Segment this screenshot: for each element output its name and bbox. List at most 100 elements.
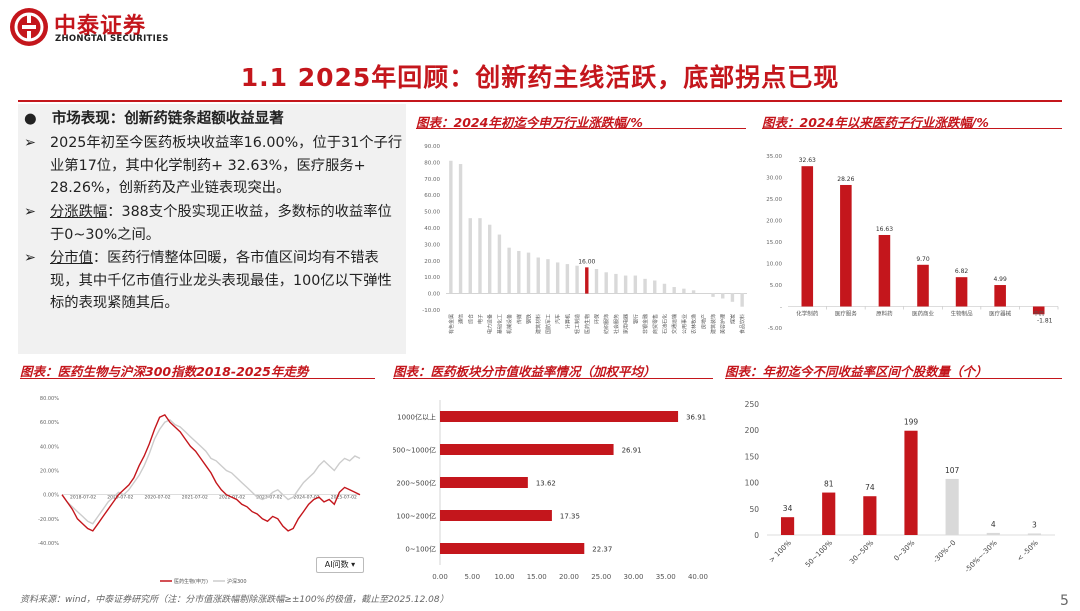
page-number: 5 <box>1060 593 1069 609</box>
pharma-subindustry-chart: 35.00 30.00 25.00 20.00 15.00 10.00 5.00 - -5.00… <box>766 154 1059 332</box>
bar <box>840 184 852 307</box>
category-label: 银行 <box>632 314 639 324</box>
x-tick-label: 2020-07-02 <box>145 495 171 501</box>
y-tick-label: 20.00 <box>424 259 440 265</box>
category-label: 基础化工 <box>496 314 503 334</box>
data-label: 22.37 <box>592 546 612 554</box>
data-label: 3 <box>1032 520 1037 529</box>
data-label: 4 <box>991 520 996 529</box>
data-label: 13.62 <box>536 480 556 488</box>
x-tick-label: 20.00 <box>559 573 579 581</box>
bar <box>440 510 552 521</box>
category-label: 电力设备 <box>487 314 494 334</box>
category-label: 有色金属 <box>448 314 455 334</box>
y-tick-label: 40.00 <box>424 226 440 232</box>
bar <box>730 293 735 302</box>
bar <box>468 218 472 294</box>
category-label: 0~100亿 <box>405 545 436 554</box>
index-trend-chart: 80.00% 60.00% 40.00% 20.00% 0.00% -20.00% -40.… <box>38 396 361 585</box>
legend-label: 医药生物(申万) <box>174 578 208 585</box>
data-label: 36.91 <box>686 414 706 422</box>
arrow-bullet-icon: ➢ <box>24 250 36 266</box>
summary-heading: ● 市场表现：创新药链条超额收益显著 <box>24 107 284 128</box>
series-line <box>61 418 361 525</box>
data-label: 32.63 <box>799 157 816 164</box>
data-label: 28.26 <box>837 176 854 183</box>
category-label: 煤炭 <box>729 314 736 324</box>
category-label: 中药 <box>1033 310 1045 318</box>
x-tick-label: 2024-07-02 <box>294 495 320 501</box>
y-tick-label: 0.00 <box>428 292 441 298</box>
category-label: 食品饮料 <box>739 314 746 334</box>
bar <box>801 166 814 307</box>
bar <box>740 293 744 307</box>
bar <box>1027 533 1042 535</box>
y-tick-label: 70.00 <box>424 177 440 183</box>
category-label: 50~100% <box>804 539 834 569</box>
chart1-caption: 图表：2024年初迄今申万行业涨跌幅/% <box>416 115 643 130</box>
category-label: 公用事业 <box>681 314 688 334</box>
category-label: 30~50% <box>848 539 875 566</box>
y-tick-label: 90.00 <box>424 144 440 150</box>
data-label: 199 <box>904 418 919 427</box>
bar <box>917 264 929 307</box>
y-tick-label: 20.00 <box>766 219 782 225</box>
category-label: 电子 <box>477 314 484 324</box>
x-tick-label: 2025-07-02 <box>331 495 357 501</box>
bar <box>653 280 657 294</box>
category-label: 家用电器 <box>623 314 630 334</box>
category-label: -30%~0 <box>932 539 958 565</box>
category-label: 国防军工 <box>545 314 552 334</box>
data-label: 6.82 <box>955 268 969 275</box>
y-tick-label: 30.00 <box>424 242 440 248</box>
y-tick-label: 30.00 <box>766 176 782 182</box>
x-tick-label: 40.00 <box>688 573 708 581</box>
category-label: 综合 <box>467 314 474 324</box>
category-label: 纺织服饰 <box>603 314 610 334</box>
bar <box>878 234 891 307</box>
category-label: 通信 <box>458 314 465 324</box>
summary-item-2: ➢ 分涨跌幅：388支个股实现正收益，多数标的收益率位于0~30%之间。 <box>24 201 404 246</box>
category-label: 200~500亿 <box>396 479 436 488</box>
bar <box>672 287 676 294</box>
y-tick-label: 60.00 <box>424 193 440 199</box>
series-line <box>61 414 361 532</box>
y-tick-label: 0 <box>754 531 759 540</box>
bar <box>594 269 599 294</box>
y-tick-label: 250 <box>745 400 760 409</box>
bar <box>507 247 511 294</box>
bar <box>614 273 618 294</box>
y-tick-label: 20.00% <box>40 469 59 475</box>
y-tick-label: 80.00 <box>424 160 440 166</box>
y-tick-label: 80.00% <box>40 396 59 402</box>
x-tick-label: 2023-07-02 <box>256 495 282 501</box>
bar <box>711 293 715 297</box>
ai-query-button[interactable]: AI问数 ▾ <box>316 557 364 573</box>
chart2-caption: 图表：2024年以来医药子行业涨跌幅/% <box>762 115 989 130</box>
bar <box>575 265 579 294</box>
category-label: -50%~-30% <box>963 539 999 575</box>
bar <box>822 492 836 535</box>
summary-item-3: ➢ 分市值：医药行情整体回暖，各市值区间均有不错表现，其中千亿市值行业龙头表现最… <box>24 247 404 315</box>
bar <box>517 250 521 294</box>
bar <box>555 262 560 294</box>
chart5-caption: 图表：年初迄今不同收益率区间个股数量（个） <box>725 364 988 379</box>
summary-heading-text: 市场表现：创新药链条超额收益显著 <box>51 111 284 127</box>
y-tick-label: 50 <box>749 505 759 514</box>
bar <box>945 478 959 535</box>
category-label: 环保 <box>594 314 601 324</box>
data-label: 9.70 <box>916 256 930 263</box>
category-label: 化学制药 <box>796 310 819 318</box>
chart4-caption: 图表：医药板块分市值收益率情况（加权平均） <box>393 364 656 379</box>
y-tick-label: 5.00 <box>770 283 783 289</box>
category-label: 社会服务 <box>613 314 620 334</box>
x-tick-label: 2021-07-02 <box>182 495 208 501</box>
category-label: 汽车 <box>555 314 562 324</box>
bar <box>565 264 570 294</box>
data-label: 4.99 <box>993 276 1007 283</box>
category-label: 机械设备 <box>506 314 513 334</box>
bar <box>449 160 453 294</box>
bar <box>633 275 638 294</box>
sw-industry-chart: 90.00 80.00 70.00 60.00 50.00 40.00 30.00 20.00… <box>422 144 747 334</box>
bar <box>662 283 667 294</box>
